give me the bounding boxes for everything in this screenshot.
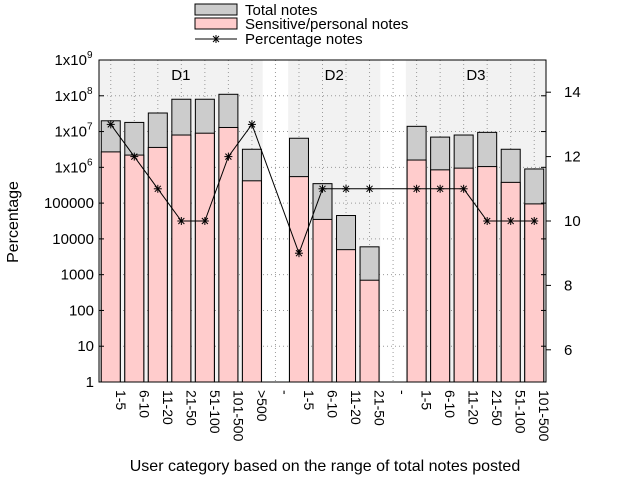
y-tick-exponent: 9 xyxy=(87,50,93,61)
percentage-marker xyxy=(224,152,233,161)
percentage-marker xyxy=(106,120,115,129)
y-axis-title: Percentage xyxy=(5,181,22,263)
y-tick-label: 1x10 xyxy=(54,124,87,141)
bar-sensitive xyxy=(100,151,121,383)
y-tick-exponent: 7 xyxy=(87,122,93,133)
group-label-d1: D1 xyxy=(171,67,190,84)
y2-tick-label: 14 xyxy=(564,84,581,101)
bar-sensitive xyxy=(124,154,145,383)
x-tick-label: 6-10 xyxy=(136,390,152,418)
x-tick-label: 21-50 xyxy=(183,390,199,426)
percentage-marker xyxy=(342,184,351,193)
legend-label-percentage: Percentage notes xyxy=(245,31,363,48)
x-tick-label: 6-10 xyxy=(325,390,341,418)
axis-labels: D1 D2 D31-5 6-10 11-20 21-50 51-100 101-500 >500… xyxy=(44,50,581,442)
legend: Total notes Sensitive/personal notes Per… xyxy=(194,2,408,48)
x-tick-separator: - xyxy=(277,390,293,395)
percentage-marker xyxy=(459,184,468,193)
bar-sensitive xyxy=(147,146,168,383)
bar-sensitive xyxy=(430,169,451,383)
y-tick-label: 100000 xyxy=(44,195,94,212)
y-tick-label: 10 xyxy=(77,338,94,355)
x-tick-separator: - xyxy=(395,390,411,395)
x-tick-label: 6-10 xyxy=(442,390,458,418)
bar-sensitive xyxy=(194,132,215,383)
percentage-marker xyxy=(412,184,421,193)
bar-sensitive xyxy=(218,126,239,383)
x-tick-label: >500 xyxy=(254,390,270,422)
bar-sensitive xyxy=(359,279,380,383)
x-tick-label: 21-50 xyxy=(489,390,505,426)
percentage-marker xyxy=(506,217,515,225)
x-tick-label: 1-5 xyxy=(301,390,317,410)
bar-sensitive xyxy=(477,166,498,383)
legend-swatch-sensitive xyxy=(194,17,238,30)
bar-sensitive xyxy=(524,203,545,383)
bar-sensitive xyxy=(453,167,474,383)
y-tick-label: 100 xyxy=(69,302,94,319)
y-tick-label: 1 xyxy=(86,374,94,391)
x-tick-label: 21-50 xyxy=(372,390,388,426)
x-tick-label: 1-5 xyxy=(419,390,435,410)
percentage-marker xyxy=(436,184,445,193)
x-tick-label: 1-5 xyxy=(113,390,129,410)
x-tick-label: 11-20 xyxy=(348,390,364,425)
bar-sensitive xyxy=(336,249,357,383)
axes xyxy=(98,59,551,383)
y-tick-label: 1000 xyxy=(61,267,94,284)
bar-sensitive xyxy=(171,134,192,383)
y-tick-exponent: 6 xyxy=(87,157,93,168)
bar-sensitive xyxy=(406,159,427,383)
group-label-d2: D2 xyxy=(325,67,344,84)
percentage-marker xyxy=(294,249,303,258)
y-tick-label: 1x10 xyxy=(54,52,87,69)
legend-label-sensitive: Sensitive/personal notes xyxy=(245,16,408,33)
percentage-marker xyxy=(318,184,327,193)
x-tick-label: 51-100 xyxy=(513,390,529,434)
percentage-marker xyxy=(365,184,374,193)
percentage-marker xyxy=(483,217,492,225)
x-tick-label: 11-20 xyxy=(160,390,176,425)
bars xyxy=(100,93,545,383)
x-tick-label: 101-500 xyxy=(536,390,552,442)
x-tick-label: 101-500 xyxy=(230,390,246,442)
legend-swatch-total xyxy=(194,3,238,16)
percentage-marker xyxy=(247,120,256,129)
percentage-marker xyxy=(200,217,209,225)
x-tick-label: 51-100 xyxy=(207,390,223,434)
percentage-marker xyxy=(177,217,186,225)
x-tick-label: 11-20 xyxy=(466,390,482,425)
y-tick-label: 1x10 xyxy=(54,88,87,105)
y-tick-label: 1x10 xyxy=(54,159,87,176)
percentage-marker xyxy=(530,217,539,225)
legend-marker-percentage xyxy=(212,35,220,43)
percentage-marker xyxy=(130,152,139,161)
y2-tick-label: 12 xyxy=(564,149,581,166)
bar-sensitive xyxy=(312,218,333,383)
percentage-line xyxy=(106,120,539,258)
group-label-d3: D3 xyxy=(466,67,485,84)
x-axis-title: User category based on the range of tota… xyxy=(130,458,520,475)
y2-tick-label: 10 xyxy=(564,213,581,230)
legend-label-total: Total notes xyxy=(245,2,318,19)
y2-tick-label: 6 xyxy=(564,342,572,359)
y2-tick-label: 8 xyxy=(564,277,572,294)
y-tick-label: 10000 xyxy=(52,231,94,248)
y-tick-exponent: 8 xyxy=(87,86,93,97)
bar-sensitive xyxy=(500,181,521,383)
bar-sensitive xyxy=(288,176,309,383)
percentage-marker xyxy=(153,184,162,193)
bar-sensitive xyxy=(241,180,262,383)
